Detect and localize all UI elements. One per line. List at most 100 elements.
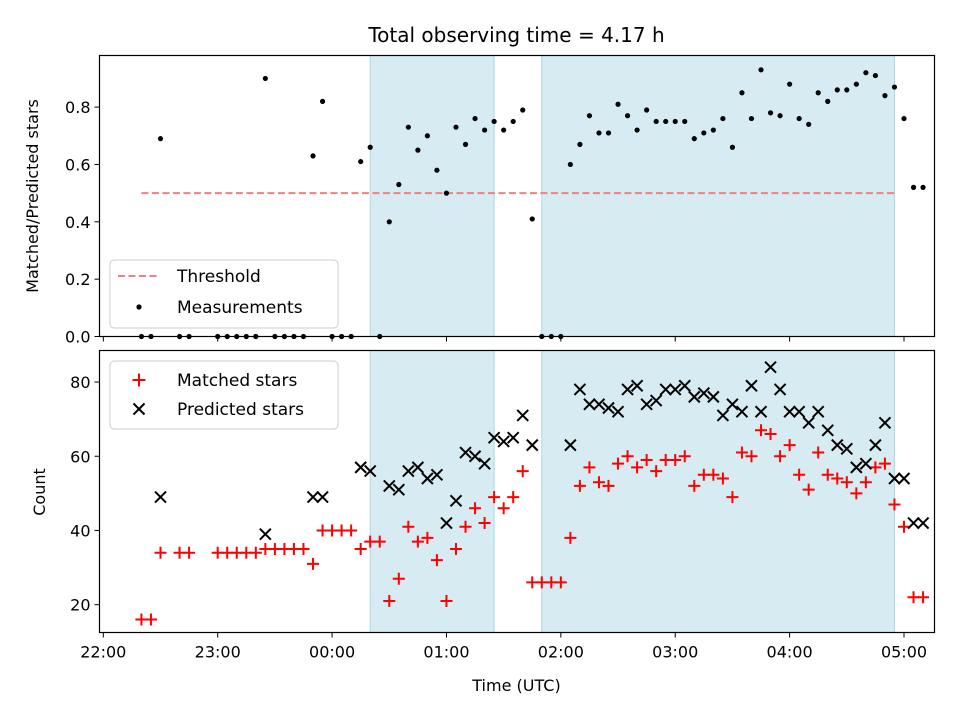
matched-star-point <box>411 535 424 548</box>
measurement-point <box>472 115 478 122</box>
matched-star-point <box>249 546 262 559</box>
measurement-point <box>901 115 907 122</box>
predicted-star-point <box>621 383 634 396</box>
predicted-star-point <box>669 383 682 396</box>
measurement-point <box>644 107 650 113</box>
measurement-point <box>672 118 678 125</box>
predicted-star-point <box>630 379 644 392</box>
matched-star-point <box>373 535 386 548</box>
bottom-y-ticks: 20 40 60 80 <box>70 373 100 615</box>
measurement-point <box>586 113 593 119</box>
predicted-star-point <box>583 398 596 411</box>
measurement-point <box>748 115 755 122</box>
y-tick-label: 80 <box>70 373 90 392</box>
predicted-star-point <box>850 461 863 474</box>
measurement-point <box>682 118 688 125</box>
matched-star-point <box>307 557 320 570</box>
predicted-star-point <box>526 438 539 452</box>
predicted-star-point <box>716 409 730 422</box>
predicted-star-point <box>878 416 892 430</box>
matched-star-point <box>497 502 510 515</box>
predicted-star-point <box>897 472 911 485</box>
shaded-interval <box>541 55 895 337</box>
x-tick-label: 02:00 <box>538 643 584 662</box>
predicted-star-point <box>678 379 691 392</box>
matched-star-point <box>869 461 882 474</box>
predicted-star-point <box>754 405 768 418</box>
matched-star-point <box>421 531 434 544</box>
matched-star-points <box>135 424 930 626</box>
x-tick-label: 22:00 <box>80 643 126 662</box>
predicted-star-point <box>402 464 415 478</box>
predicted-star-point <box>812 405 825 418</box>
predicted-star-point <box>364 464 377 478</box>
measurement-point <box>767 110 774 116</box>
predicted-star-point <box>411 461 425 474</box>
legend-predicted-swatch <box>132 402 146 416</box>
measurement-point <box>567 161 573 168</box>
shaded-interval <box>369 55 495 337</box>
predicted-star-point <box>907 516 920 530</box>
predicted-star-point <box>421 472 434 485</box>
matched-star-point <box>793 468 806 481</box>
bottom-x-ticks: 22:00 23:00 00:00 01:00 02:00 03:00 04:00 05:00 <box>80 632 927 662</box>
predicted-star-point <box>592 398 606 411</box>
top-shaded-intervals <box>369 55 895 337</box>
measurement-point <box>481 127 488 133</box>
matched-star-point <box>602 479 615 492</box>
top-y-ticks: 0.0 0.2 0.4 0.6 0.8 <box>65 98 100 347</box>
predicted-star-point <box>764 360 777 374</box>
predicted-star-point <box>430 468 444 482</box>
matched-star-point <box>726 491 739 504</box>
matched-star-point <box>354 543 367 556</box>
predicted-star-point <box>859 457 873 470</box>
matched-star-point <box>459 520 472 533</box>
matched-star-point <box>392 572 405 585</box>
matched-star-point <box>859 476 872 489</box>
predicted-star-point <box>611 405 625 418</box>
matched-star-point <box>478 517 491 530</box>
predicted-star-point <box>869 438 882 452</box>
matched-star-point <box>678 450 691 463</box>
matched-star-point <box>488 491 501 504</box>
predicted-star-point <box>802 416 815 430</box>
measurement-point <box>491 118 497 125</box>
matched-star-point <box>707 468 720 481</box>
measurement-point <box>157 136 164 142</box>
x-tick-label: 00:00 <box>309 643 355 662</box>
predicted-star-point <box>773 383 787 396</box>
bottom-shaded-intervals <box>369 350 895 633</box>
matched-star-point <box>878 457 891 470</box>
matched-star-point <box>735 446 748 459</box>
y-tick-label: 0.0 <box>65 328 90 347</box>
measurement-point <box>396 181 402 188</box>
predicted-star-point <box>602 401 615 415</box>
top-panel-frame <box>98 54 936 338</box>
measurement-point <box>663 118 669 125</box>
matched-star-point <box>345 524 358 537</box>
legend-matched-label: Matched stars <box>177 371 297 391</box>
predicted-star-point <box>821 424 834 437</box>
measurement-point <box>653 118 659 125</box>
predicted-star-point <box>831 438 844 452</box>
measurement-point <box>424 133 430 139</box>
matched-star-point <box>764 427 777 440</box>
matched-star-point <box>669 453 682 466</box>
shaded-interval <box>541 350 895 633</box>
x-tick-label: 23:00 <box>195 643 241 662</box>
matched-star-point <box>716 472 729 485</box>
predicted-star-point <box>316 490 329 504</box>
measurement-point <box>729 144 736 150</box>
matched-star-point <box>154 546 167 559</box>
measurement-point <box>701 130 707 136</box>
matched-star-point <box>745 450 758 463</box>
measurement-point <box>920 184 926 190</box>
measurement-point <box>882 93 888 99</box>
predicted-star-point <box>449 494 463 507</box>
predicted-star-point <box>259 527 272 541</box>
matched-star-point <box>897 520 910 533</box>
measurement-point <box>501 127 507 133</box>
x-axis-label: Time (UTC) <box>471 676 560 695</box>
measurement-point <box>262 75 268 82</box>
y-tick-label: 20 <box>70 596 90 615</box>
